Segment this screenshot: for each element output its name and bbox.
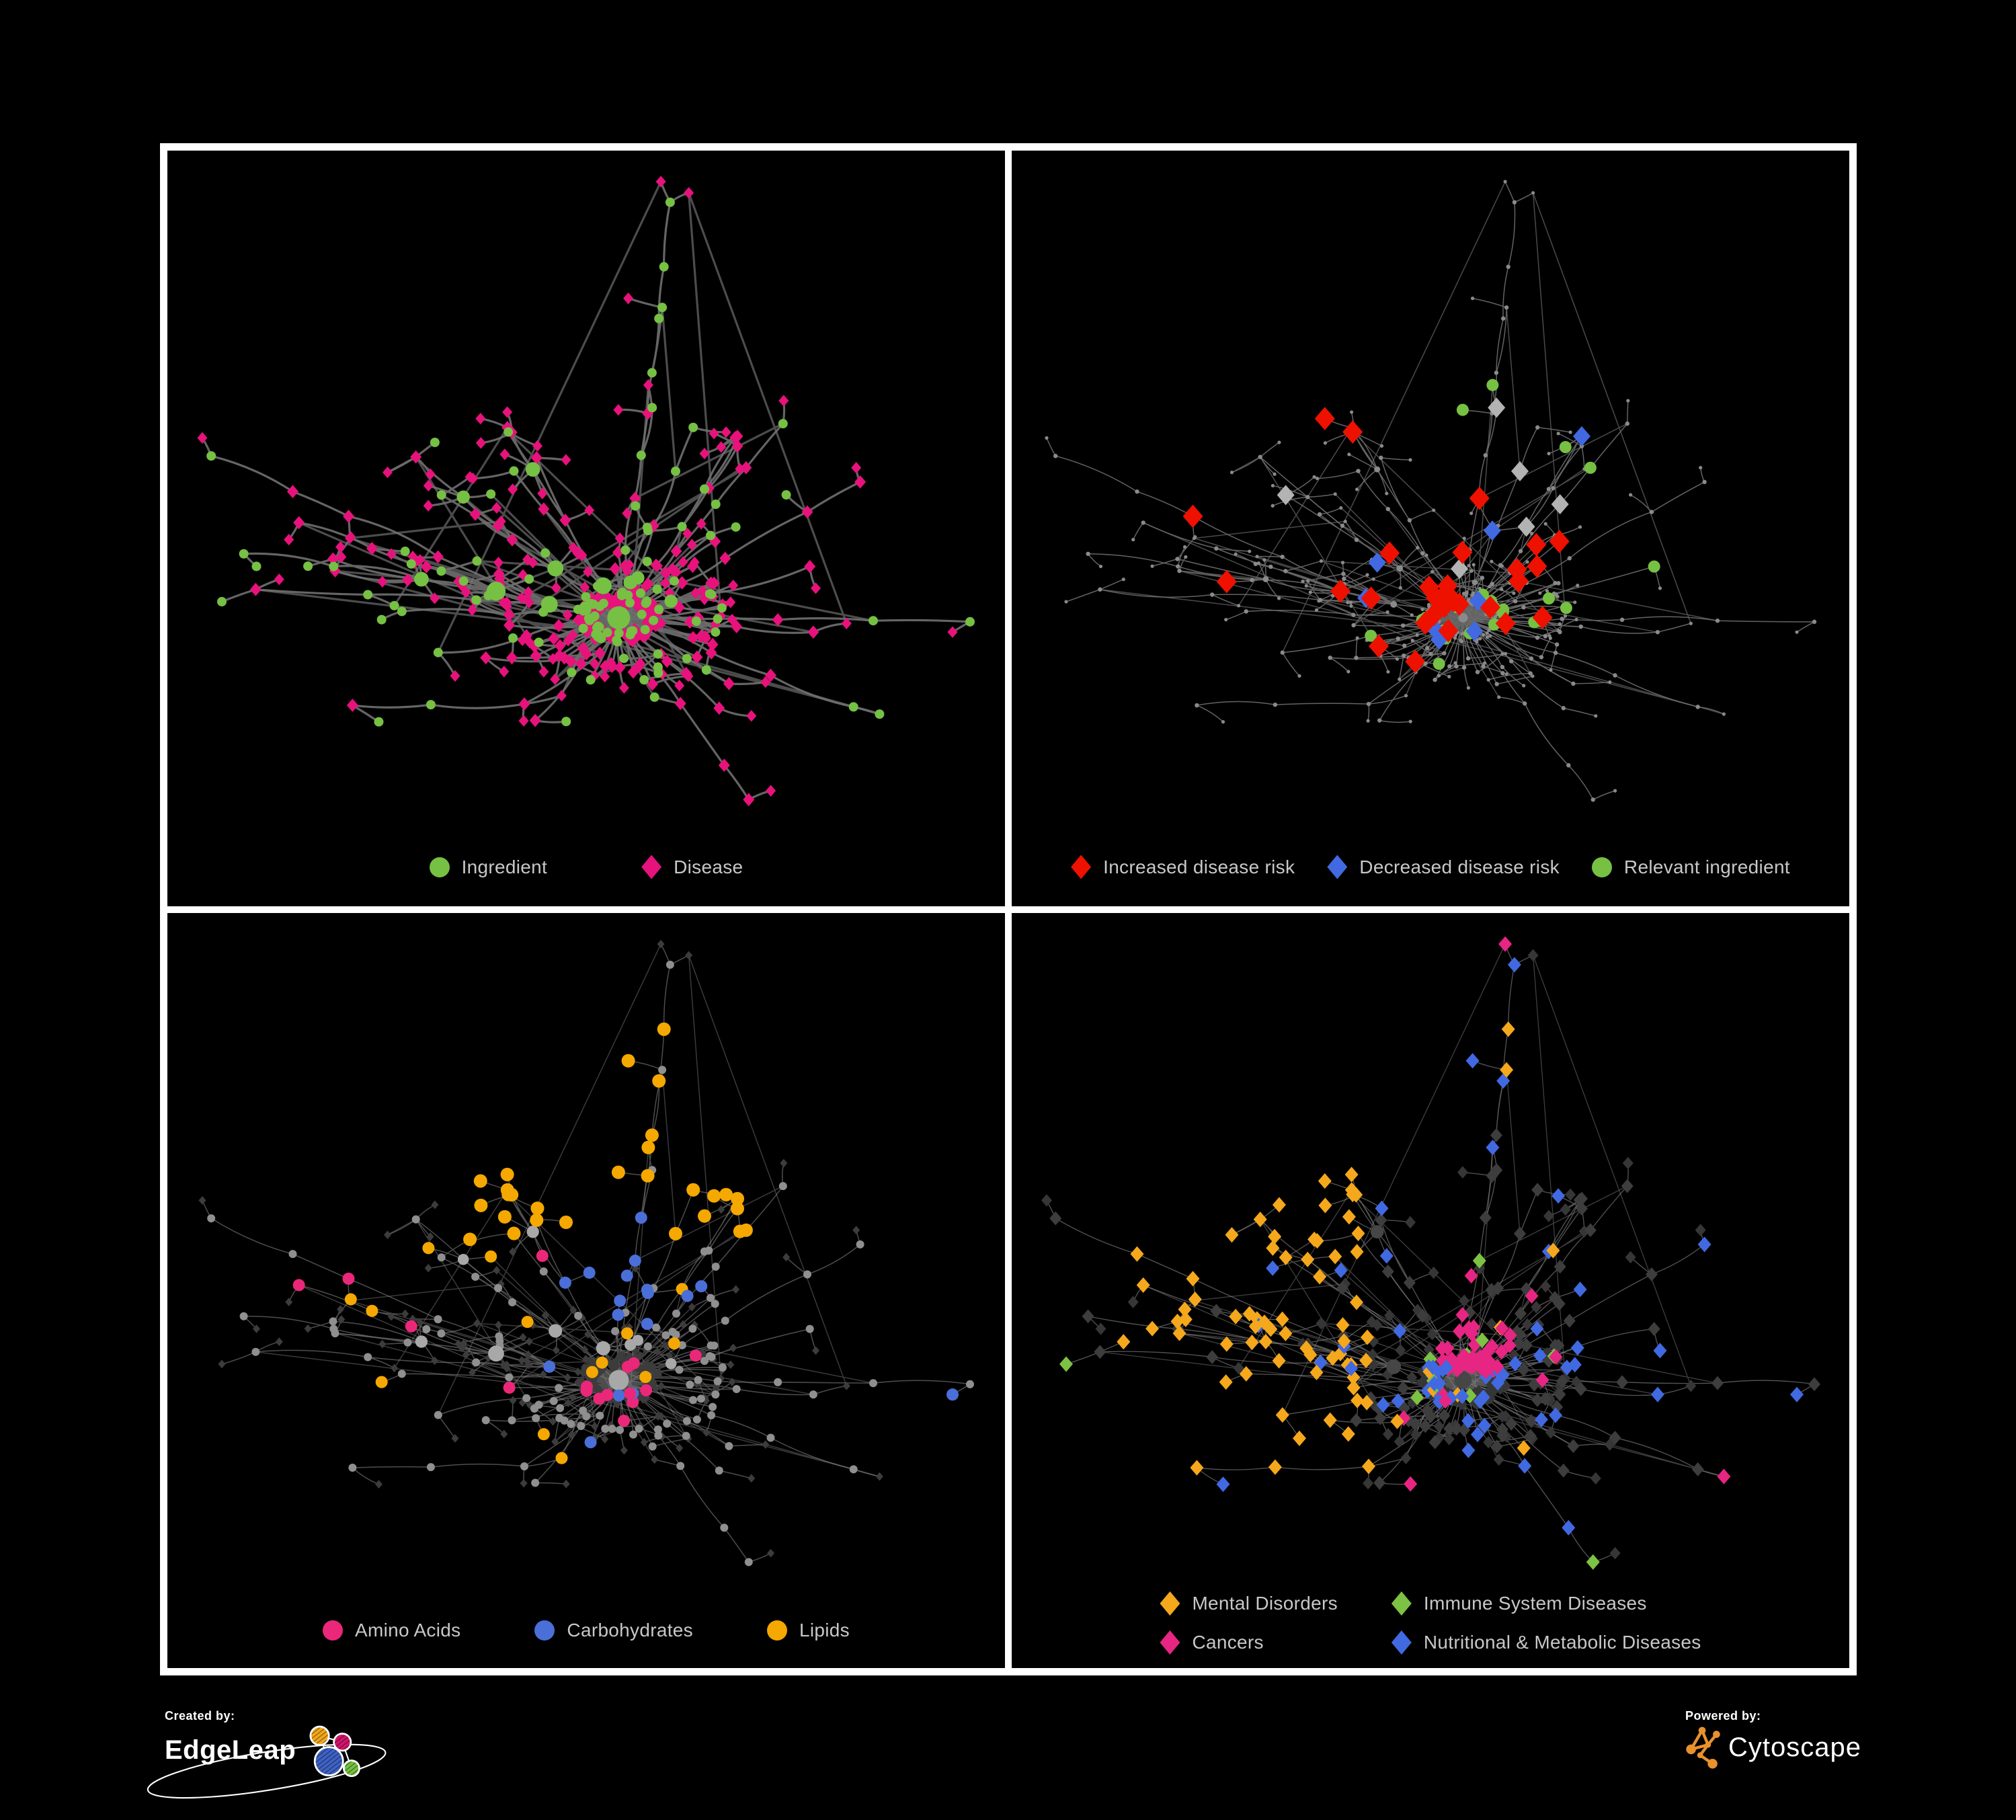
legend-item-immune-system-diseases: Immune System Diseases (1391, 1591, 1701, 1616)
diamond-marker-icon (1160, 1591, 1180, 1616)
circle-marker-icon (323, 1620, 344, 1640)
diamond-marker-icon (1391, 1630, 1412, 1655)
circle-marker-icon (534, 1620, 555, 1640)
network-graph-ingredient-disease (197, 175, 975, 807)
legend-item-cancers: Cancers (1160, 1630, 1337, 1655)
created-by-label: Created by: (165, 1709, 235, 1723)
created-by-credit: Created by: EdgeLeap (147, 1709, 420, 1799)
legend-ingredient-disease: Ingredient Disease (167, 855, 1005, 879)
legend-label: Amino Acids (355, 1620, 461, 1640)
diamond-marker-icon (641, 855, 662, 879)
cytoscape-logo-row: Cytoscape (1685, 1726, 1927, 1769)
powered-by-credit: Powered by: (1685, 1709, 1927, 1769)
legend-item-ingredient: Ingredient (429, 856, 548, 878)
network-graph-nutrient-classes (198, 939, 974, 1566)
circle-marker-icon (766, 1620, 787, 1640)
cytoscape-logo-icon (1686, 1727, 1720, 1769)
edgeleap-logo-icon (147, 1725, 387, 1799)
legend-disease-classes: Mental Disorders Immune System Diseases Ca… (1012, 1591, 1849, 1655)
legend-item-relevant-ingredient: Relevant ingredient (1591, 856, 1790, 878)
diamond-marker-icon (1160, 1630, 1180, 1655)
legend-label: Nutritional & Metabolic Diseases (1423, 1632, 1701, 1653)
diamond-marker-icon (1071, 855, 1092, 879)
panel-disease-risk: Increased disease risk Decreased disease … (1012, 151, 1849, 906)
legend-label: Decreased disease risk (1359, 856, 1560, 877)
diamond-marker-icon (1391, 1591, 1412, 1616)
legend-label: Mental Disorders (1192, 1593, 1338, 1614)
diamond-marker-icon (1327, 855, 1348, 879)
legend-label: Lipids (799, 1620, 850, 1640)
network-graph-disease-classes (1041, 936, 1820, 1570)
panel-ingredient-disease: Ingredient Disease (167, 151, 1005, 906)
legend-item-carbohydrates: Carbohydrates (534, 1620, 693, 1641)
legend-item-increased-disease-risk: Increased disease risk (1071, 855, 1295, 879)
panel-nutrient-classes: Amino Acids Carbohydrates Lipids (167, 912, 1005, 1668)
circle-marker-icon (1591, 857, 1612, 877)
legend-item-mental-disorders: Mental Disorders (1160, 1591, 1338, 1616)
legend-label: Relevant ingredient (1623, 856, 1790, 877)
legend-label: Increased disease risk (1103, 856, 1295, 877)
legend-label: Disease (674, 856, 743, 877)
circle-marker-icon (429, 857, 450, 877)
legend-label: Cancers (1192, 1632, 1264, 1653)
legend-label: Immune System Diseases (1423, 1593, 1647, 1614)
edgeleap-logo-row: EdgeLeap (147, 1725, 420, 1799)
legend-nutrient-classes: Amino Acids Carbohydrates Lipids (167, 1620, 1005, 1641)
legend-item-amino-acids: Amino Acids (323, 1620, 460, 1641)
legend-item-nutritional-metabolic-diseases: Nutritional & Metabolic Diseases (1391, 1630, 1701, 1655)
cytoscape-wordmark: Cytoscape (1728, 1732, 1861, 1762)
quad-panel-frame: Ingredient Disease Increased disease risk… (160, 143, 1857, 1675)
legend-disease-risk: Increased disease risk Decreased disease … (1012, 855, 1849, 879)
network-graph-disease-risk (1045, 180, 1817, 802)
powered-by-label: Powered by: (1685, 1709, 1761, 1723)
legend-label: Carbohydrates (567, 1620, 693, 1640)
legend-item-disease: Disease (641, 855, 743, 879)
panel-disease-classes: Mental Disorders Immune System Diseases Ca… (1012, 912, 1849, 1668)
legend-label: Ingredient (461, 856, 548, 877)
legend-item-lipids: Lipids (766, 1620, 850, 1641)
legend-item-decreased-disease-risk: Decreased disease risk (1327, 855, 1560, 879)
